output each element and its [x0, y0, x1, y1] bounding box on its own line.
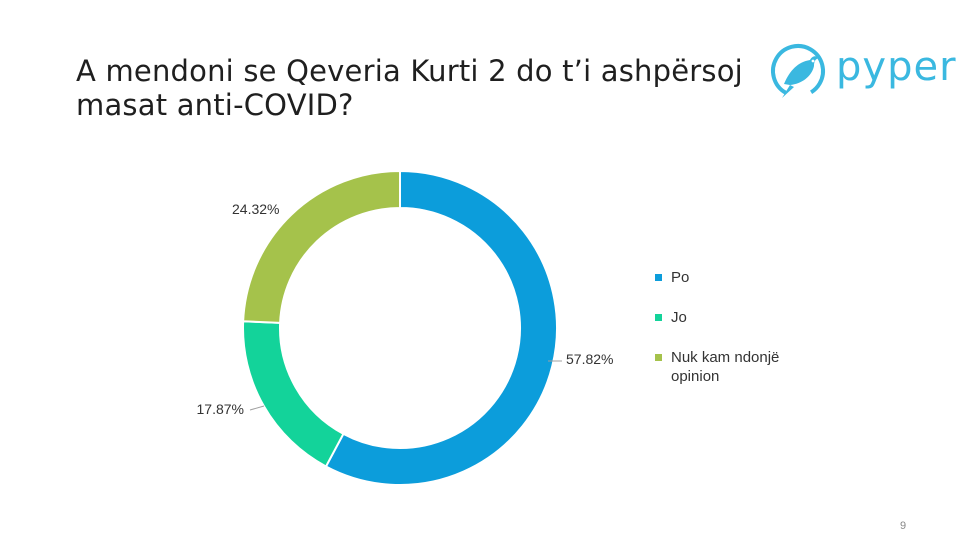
donut-slice-1 [242, 320, 345, 468]
legend-item: Jo [655, 308, 855, 327]
donut-slice-0 [324, 169, 558, 486]
leader-line-1 [249, 405, 265, 411]
legend-swatch [655, 314, 662, 321]
data-label-1: 17.87% [197, 401, 244, 417]
page-number: 9 [900, 520, 907, 532]
data-label-0: 57.82% [566, 351, 613, 367]
legend-label: Jo [671, 309, 687, 326]
legend-swatch [655, 274, 662, 281]
pyper-logo: pyper [768, 40, 958, 110]
legend-label: Nuk kam ndonjë opinion [671, 349, 780, 385]
data-label-2: 24.32% [232, 201, 279, 217]
slide-title: A mendoni se Qeveria Kurti 2 do t’i ashp… [76, 54, 743, 122]
logo-text: pyper [836, 44, 957, 90]
legend-item: Po [655, 268, 855, 287]
bird-icon [771, 44, 825, 98]
legend-label: Po [671, 269, 690, 286]
chart-legend: Po Jo Nuk kam ndonjë opinion [655, 268, 855, 407]
legend-item: Nuk kam ndonjë opinion [655, 348, 855, 386]
donut-slice-2 [242, 169, 401, 324]
legend-swatch [655, 354, 662, 361]
